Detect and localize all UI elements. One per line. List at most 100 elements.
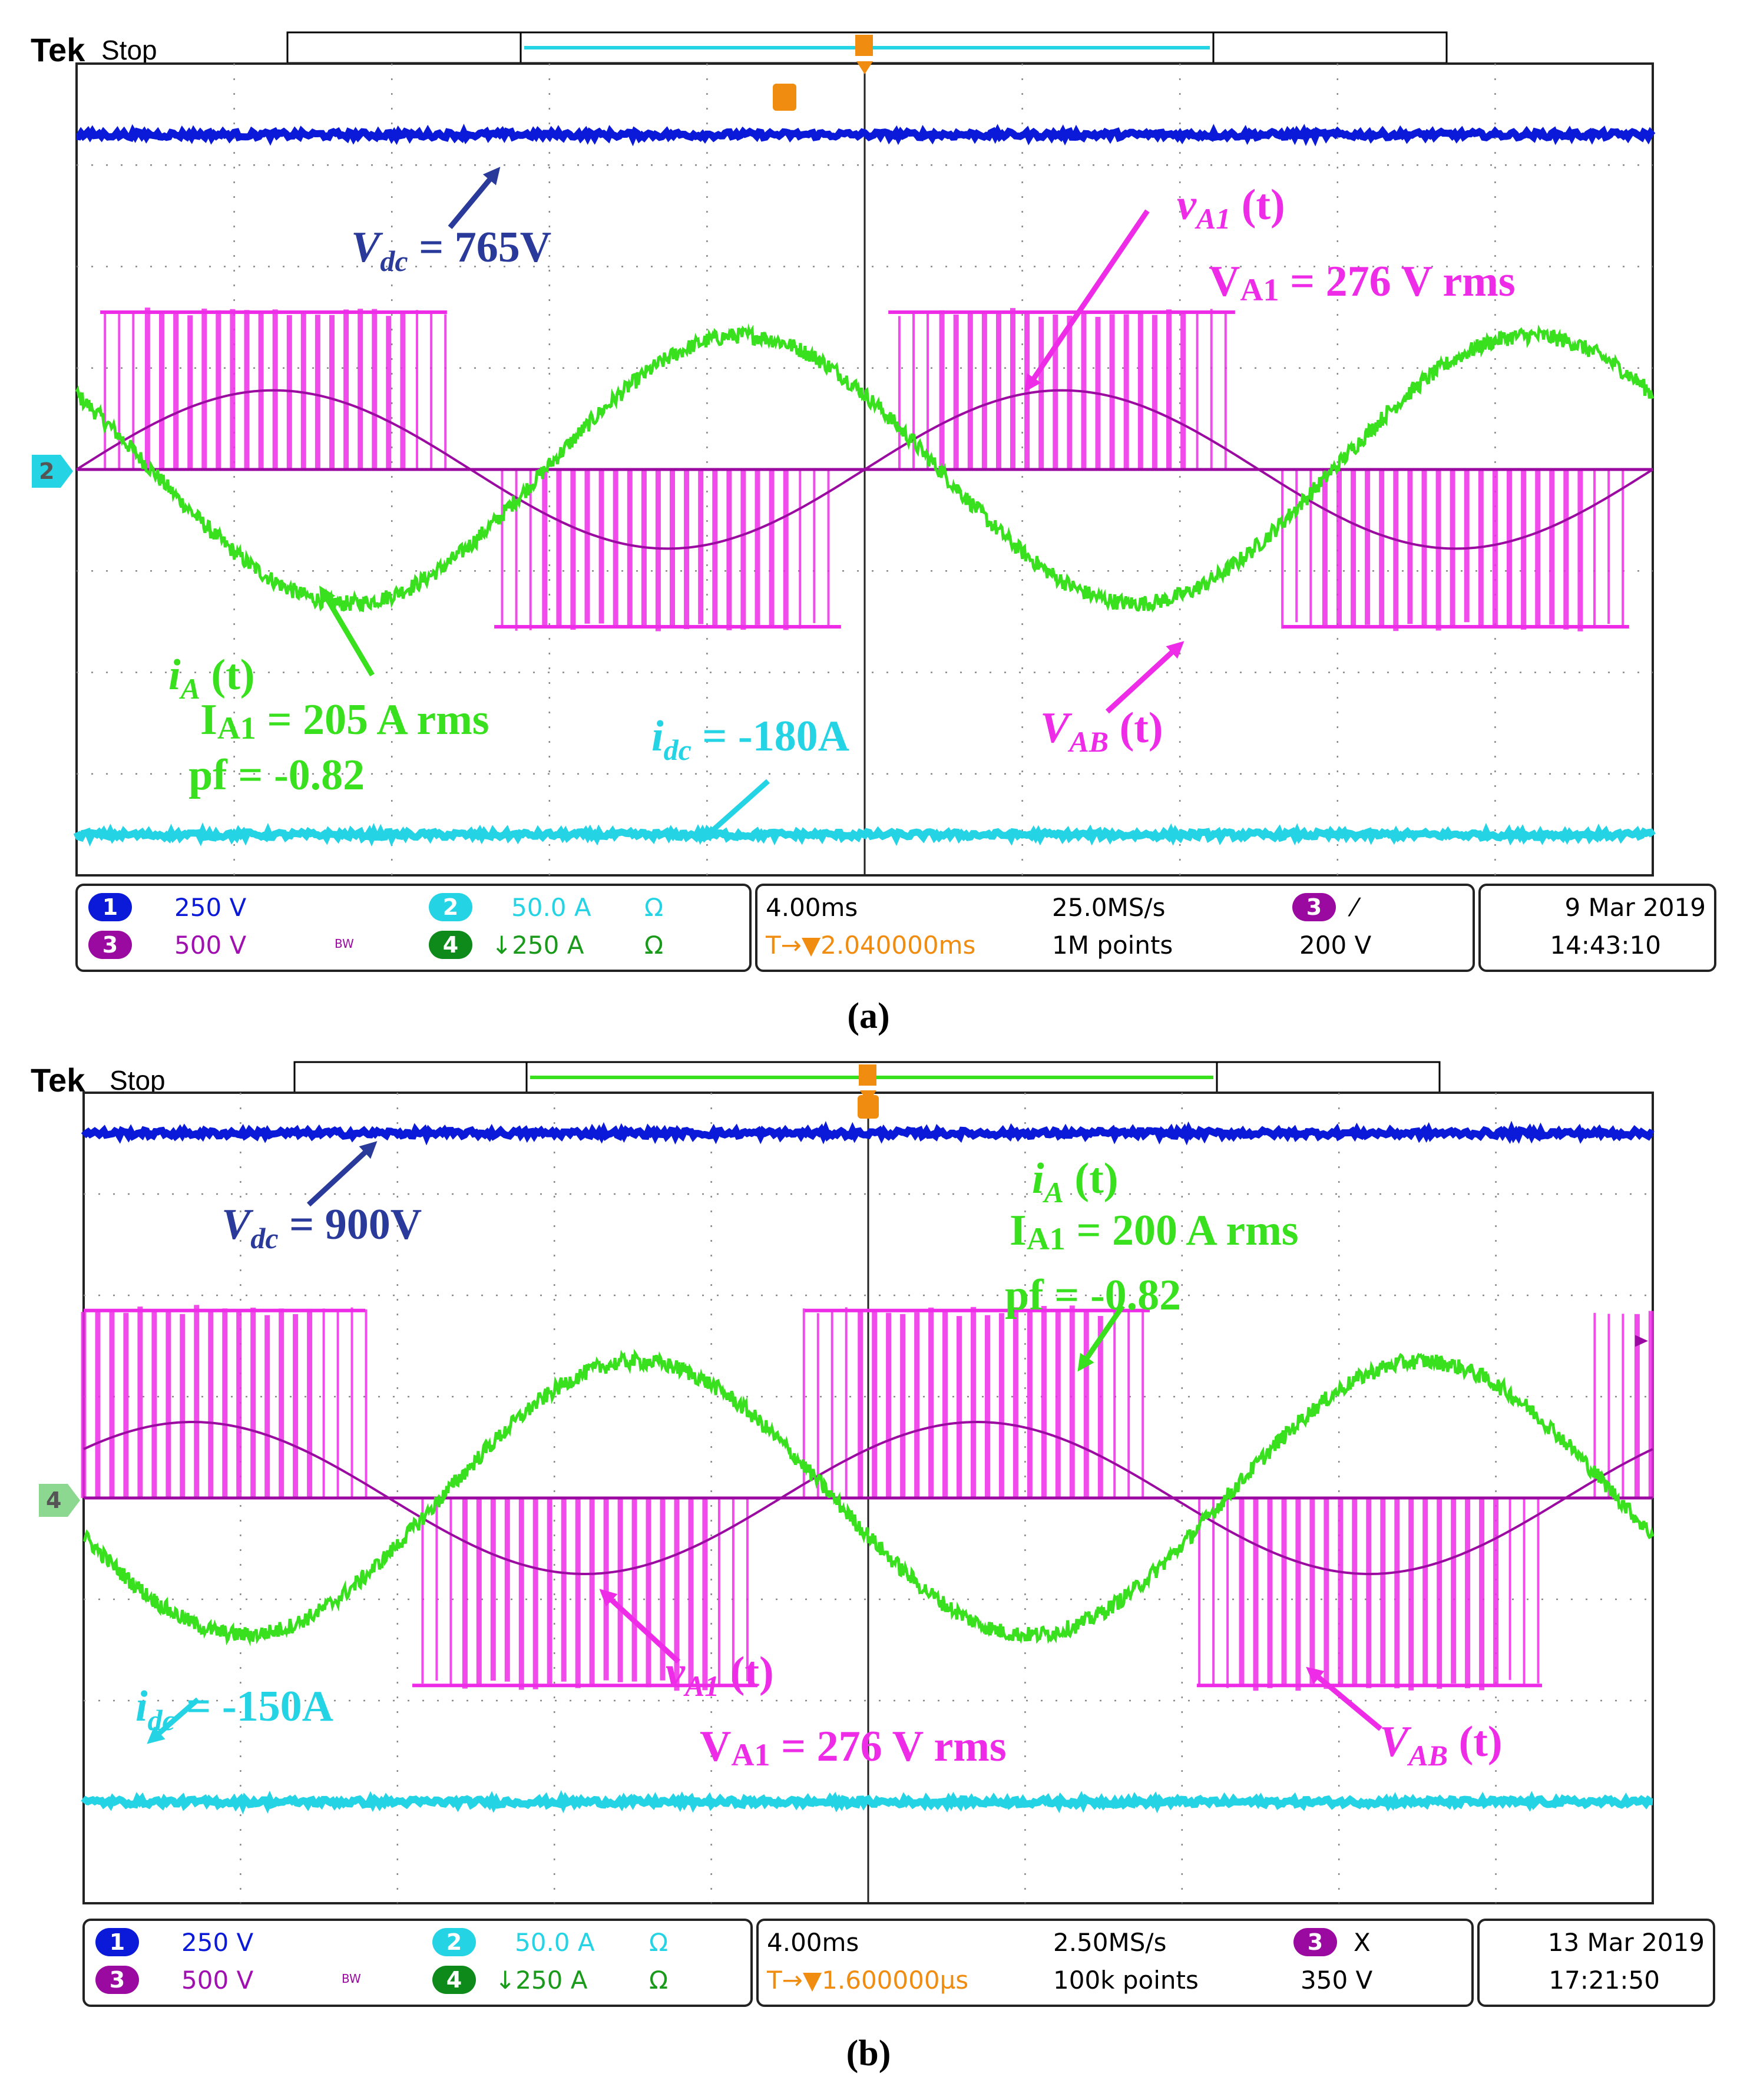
- annotation-ia1-rms-a: IA1 = 205 A rms: [200, 695, 489, 746]
- ch1-chip[interactable]: 1: [88, 893, 132, 921]
- vdc-sub: dc: [380, 244, 408, 277]
- va1-sub: A1: [685, 1669, 719, 1702]
- va1-symbol: v: [1177, 181, 1196, 229]
- annotation-va1-rms-a: VA1 = 276 V rms: [1209, 257, 1516, 308]
- vdc-symbol: V: [221, 1201, 250, 1249]
- trigger-channel-chip[interactable]: 3: [1292, 893, 1336, 921]
- series-vdc: [84, 1130, 1653, 1136]
- va1rms-value: = 276 V rms: [770, 1722, 1006, 1771]
- ia1rms-symbol: I: [200, 696, 217, 744]
- va1rms-sub: A1: [731, 1737, 770, 1772]
- idc-value: = -180A: [692, 712, 849, 760]
- trigger-level: 200 V: [1299, 931, 1371, 960]
- ch2-scale: 50.0 A: [515, 1928, 595, 1957]
- trigger-position: T→▼1.600000µs: [767, 1966, 968, 1995]
- ch2-scale: 50.0 A: [511, 893, 591, 922]
- record-length: 1M points: [1052, 931, 1173, 960]
- ch4-scale: ↓250 A: [491, 931, 584, 960]
- ia-sub: A: [1044, 1176, 1064, 1209]
- va1-symbol: v: [666, 1648, 685, 1696]
- acq-time: 14:43:10: [1550, 931, 1661, 960]
- ch3-chip[interactable]: 3: [95, 1966, 139, 1994]
- ch4-scale: ↓250 A: [495, 1966, 587, 1995]
- scope-panel-b: Tek Stop 4 Vdc = 900V iA (t) IA1 = 200 A…: [0, 1051, 1737, 2100]
- vab-sub: AB: [1408, 1739, 1448, 1772]
- ia-symbol: i: [168, 651, 181, 699]
- ch3-scale: 500 V: [174, 931, 246, 960]
- annotation-pf-b: pf = -0.82: [1005, 1271, 1181, 1321]
- horizontal-trigger-settings-a: 4.00ms 25.0MS/s 3 ⁄ T→▼2.040000ms 1M poi…: [755, 884, 1475, 972]
- annotation-ia-t-b: iA (t): [1032, 1154, 1118, 1209]
- scope-panel-a: Tek Stop 2 Vdc = 765V vA1 (t) VA1 = 276 …: [0, 0, 1737, 1049]
- ch2-impedance-icon: Ω: [649, 1928, 668, 1957]
- va1rms-value: = 276 V rms: [1279, 257, 1515, 306]
- va1-value: (t): [719, 1648, 773, 1696]
- caption-a: (a): [0, 996, 1737, 1037]
- trigger-slope-icon: ⁄: [1352, 893, 1356, 922]
- ch3-chip[interactable]: 3: [88, 931, 132, 959]
- ch1-chip[interactable]: 1: [95, 1928, 139, 1956]
- channel-settings-a: 1 250 V 2 50.0 A Ω 3 500 V BW 4 ↓250 A Ω: [75, 884, 752, 972]
- ch1-scale: 250 V: [181, 1928, 253, 1957]
- record-length: 100k points: [1053, 1966, 1199, 1995]
- acq-time: 17:21:50: [1549, 1966, 1660, 1995]
- trigger-t-icon: [855, 35, 873, 56]
- vab-symbol: V: [1040, 704, 1069, 752]
- annotation-va1-t-a: vA1 (t): [1177, 180, 1285, 236]
- ch2-chip[interactable]: 2: [432, 1928, 476, 1956]
- vdc-sub: dc: [250, 1222, 278, 1255]
- annotation-va1-t-b: vA1 (t): [666, 1648, 774, 1703]
- annotation-idc-a: idc = -180A: [651, 712, 849, 767]
- ia-symbol: i: [1032, 1155, 1044, 1203]
- ch4-impedance-icon: Ω: [649, 1966, 668, 1995]
- vdc-symbol: V: [351, 223, 380, 272]
- annotation-idc-b: idc = -150A: [135, 1682, 333, 1737]
- annotation-vdc-a: Vdc = 765V: [351, 223, 551, 278]
- ch2-impedance-icon: Ω: [644, 893, 663, 922]
- timebase: 4.00ms: [766, 893, 858, 922]
- ch4-impedance-icon: Ω: [644, 931, 663, 960]
- vdc-value: = 900V: [279, 1201, 422, 1249]
- annotation-pf-a: pf = -0.82: [188, 750, 365, 801]
- va1rms-symbol: V: [700, 1722, 731, 1771]
- ch1-scale: 250 V: [174, 893, 246, 922]
- series-idc: [77, 832, 1653, 838]
- idc-symbol: i: [135, 1682, 148, 1731]
- ia-sub: A: [181, 672, 200, 705]
- sample-rate: 2.50MS/s: [1053, 1928, 1166, 1957]
- ia1rms-sub: A1: [217, 710, 256, 746]
- vab-sub: AB: [1069, 725, 1109, 758]
- annotation-vab-b: VAB (t): [1379, 1717, 1503, 1772]
- date-time-a: 9 Mar 2019 14:43:10: [1478, 884, 1716, 972]
- vdc-value: = 765V: [408, 223, 552, 272]
- channel-settings-b: 1 250 V 2 50.0 A Ω 3 500 V BW 4 ↓250 A Ω: [82, 1919, 753, 2007]
- idc-sub: dc: [148, 1704, 176, 1737]
- ia1rms-value: = 200 A rms: [1066, 1206, 1299, 1255]
- trigger-slope-icon: Ⅹ: [1354, 1928, 1371, 1957]
- ch4-chip[interactable]: 4: [432, 1966, 476, 1994]
- trigger-level: 350 V: [1301, 1966, 1372, 1995]
- ia1rms-sub: A1: [1027, 1221, 1066, 1256]
- idc-value: = -150A: [176, 1682, 333, 1731]
- idc-symbol: i: [651, 712, 664, 760]
- horizontal-trigger-settings-b: 4.00ms 2.50MS/s 3 Ⅹ T→▼1.600000µs 100k p…: [756, 1919, 1474, 2007]
- annotation-ia1-rms-b: IA1 = 200 A rms: [1010, 1206, 1299, 1257]
- ia-value: (t): [200, 651, 254, 699]
- idc-sub: dc: [664, 733, 692, 766]
- ia1rms-value: = 205 A rms: [256, 696, 489, 744]
- va1-sub: A1: [1196, 202, 1230, 235]
- acq-date: 9 Mar 2019: [1564, 893, 1706, 922]
- annotation-vdc-b: Vdc = 900V: [221, 1200, 422, 1255]
- trigger-level-icon: [773, 84, 796, 111]
- trigger-channel-chip[interactable]: 3: [1293, 1928, 1337, 1956]
- annotation-vab-a: VAB (t): [1040, 703, 1163, 759]
- ch4-chip[interactable]: 4: [429, 931, 472, 959]
- ch2-chip[interactable]: 2: [429, 893, 472, 921]
- va1rms-symbol: V: [1209, 257, 1240, 306]
- va1-value: (t): [1230, 181, 1285, 229]
- acq-date: 13 Mar 2019: [1548, 1928, 1705, 1957]
- ch3-scale: 500 V: [181, 1966, 253, 1995]
- vab-value: (t): [1448, 1718, 1502, 1766]
- ia-value: (t): [1064, 1155, 1118, 1203]
- series-idc: [84, 1799, 1653, 1805]
